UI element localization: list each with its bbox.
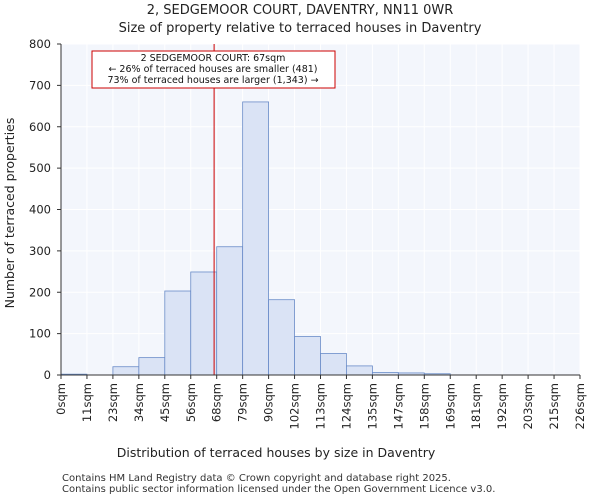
annotation-border [91, 50, 336, 89]
x-tick-label: 192sqm [495, 383, 509, 429]
x-tick-label: 113sqm [314, 383, 328, 429]
footer-copyright: Contains HM Land Registry data © Crown c… [62, 473, 451, 484]
x-tick-label: 90sqm [262, 383, 276, 422]
x-tick-label: 181sqm [469, 383, 483, 429]
y-tick-labels: 0 100 200 300 400 500 600 700 800 [29, 37, 61, 382]
bar [216, 246, 244, 376]
bar [242, 101, 269, 376]
x-tick-label: 124sqm [339, 383, 353, 429]
x-axis-label: Distribution of terraced houses by size … [117, 445, 436, 460]
x-tick-label: 56sqm [184, 383, 198, 422]
bar [138, 357, 166, 376]
x-tick-label: 0sqm [54, 383, 68, 415]
x-tick-label: 79sqm [236, 383, 250, 422]
x-tick-label: 203sqm [521, 383, 535, 429]
y-tick-label: 800 [29, 37, 51, 51]
x-tick-label: 45sqm [158, 383, 172, 422]
annotation-larger: 73% of terraced houses are larger (1,343… [107, 75, 318, 86]
x-tick-label: 135sqm [365, 383, 379, 429]
x-tick-label: 102sqm [288, 383, 302, 429]
chart-title-line2: Size of property relative to terraced ho… [119, 21, 482, 36]
x-tick-label: 215sqm [547, 383, 561, 429]
annotation-smaller: ← 26% of terraced houses are smaller (48… [108, 64, 317, 75]
bar [112, 366, 140, 376]
y-tick-label: 500 [29, 161, 51, 175]
x-tick-labels: 0sqm 11sqm 23sqm 34sqm 45sqm 56sqm 68sqm 79sqm 9… [54, 375, 587, 429]
bar [164, 290, 192, 376]
annotation-box: 2 SEDGEMOOR COURT: 67sqm ← 26% of terrac… [91, 50, 336, 89]
y-tick-label: 300 [29, 244, 51, 258]
x-tick-label: 169sqm [443, 383, 457, 429]
y-tick-label: 200 [29, 285, 51, 299]
bars [60, 101, 451, 376]
y-axis-label: Number of terraced properties [2, 118, 17, 309]
x-tick-label: 147sqm [391, 383, 405, 429]
bar [320, 353, 347, 376]
footer-licence: Contains public sector information licen… [62, 484, 496, 495]
y-tick-label: 400 [29, 203, 51, 217]
annotation-title: 2 SEDGEMOOR COURT: 67sqm [141, 53, 286, 64]
chart-title-line1: 2, SEDGEMOOR COURT, DAVENTRY, NN11 0WR [147, 3, 454, 18]
x-tick-label: 11sqm [80, 383, 94, 422]
bar [294, 336, 321, 376]
y-tick-label: 700 [29, 78, 51, 92]
x-tick-label: 158sqm [417, 383, 431, 429]
grid-lines [60, 43, 581, 376]
x-tick-label: 226sqm [573, 383, 587, 429]
y-tick-label: 600 [29, 120, 51, 134]
bar [346, 365, 373, 376]
x-tick-label: 23sqm [106, 383, 120, 422]
y-tick-label: 100 [29, 327, 51, 341]
x-tick-label: 34sqm [132, 383, 146, 422]
bar [268, 299, 295, 376]
y-tick-label: 0 [44, 368, 51, 382]
x-tick-label: 68sqm [210, 383, 224, 422]
bar [190, 271, 218, 376]
